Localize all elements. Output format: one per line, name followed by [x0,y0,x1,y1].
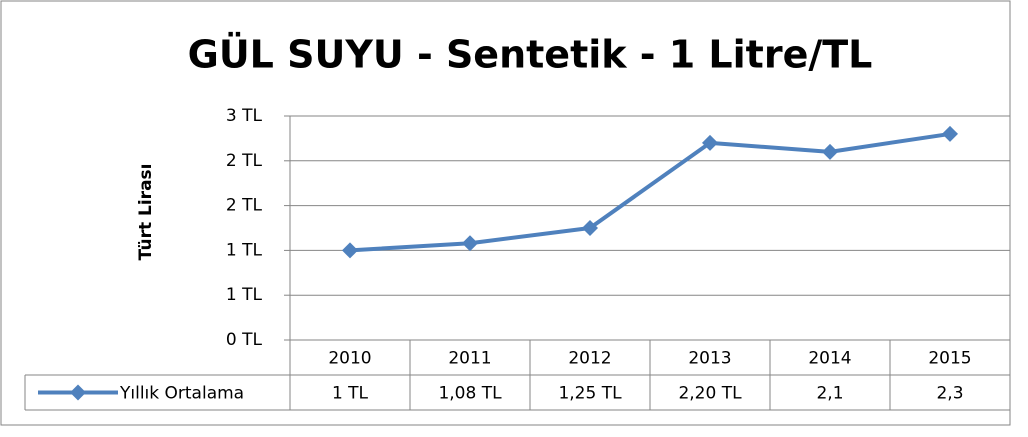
x-tick-label: 2010 [328,349,371,369]
y-tick-label: 0 TL [226,330,263,350]
chart-title: GÜL SUYU - Sentetik - 1 Litre/TL [188,33,873,77]
data-point [342,242,358,259]
x-tick-label: 2011 [448,349,491,369]
y-tick-label: 1 TL [226,240,263,260]
chart-border [0,0,1011,426]
table-value: 2,1 [816,384,843,404]
data-point [942,125,958,142]
table-value: 1,25 TL [558,384,622,404]
table-value: 1,08 TL [438,384,502,404]
data-point [702,134,718,151]
y-tick-label: 2 TL [226,196,263,216]
series-line [349,131,951,253]
y-axis-title: Türt Lirası [136,164,156,261]
table-value: 1 TL [332,384,369,404]
y-tick-label: 1 TL [226,285,263,305]
y-tick-label: 3 TL [226,106,263,126]
table-value: 2,3 [936,384,963,404]
legend-marker [70,384,86,401]
data-point [582,220,598,236]
data-point [462,235,478,252]
x-tick-label: 2013 [688,349,731,369]
data-point [822,143,838,160]
legend-label: Yıllık Ortalama [119,384,244,404]
y-tick-label: 2 TL [226,151,263,171]
x-tick-label: 2012 [568,349,611,369]
table-value: 2,20 TL [678,384,742,404]
x-tick-label: 2015 [928,349,971,369]
x-tick-label: 2014 [808,349,851,369]
